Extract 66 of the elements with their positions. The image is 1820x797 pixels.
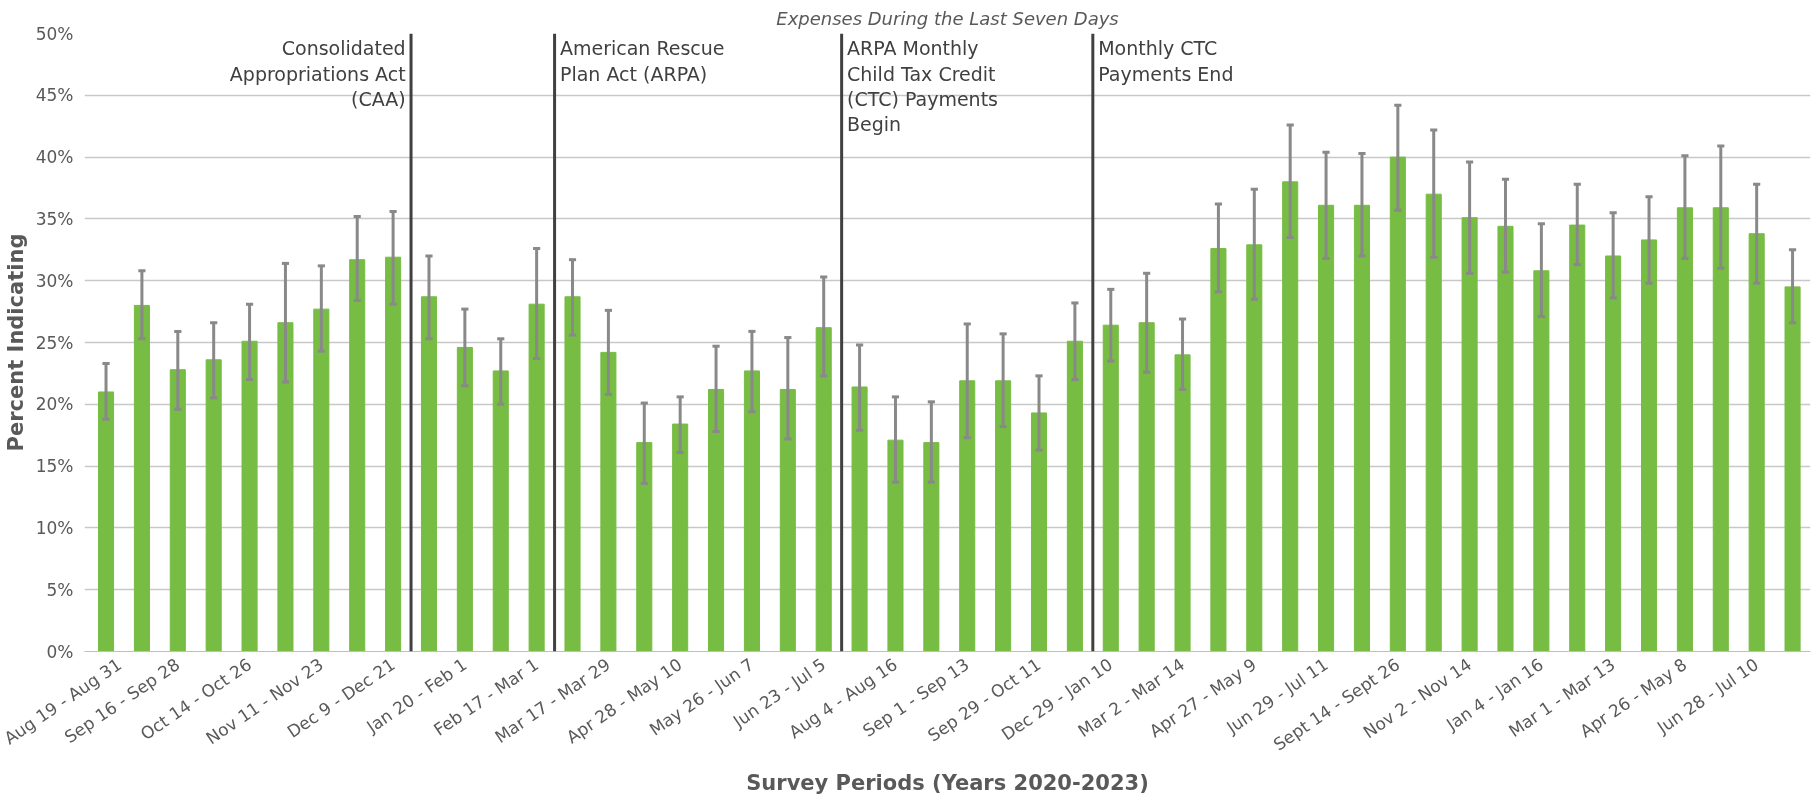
y-tick-label: 30% <box>35 270 74 291</box>
bar <box>815 327 832 652</box>
bar <box>1640 239 1658 652</box>
bar <box>1174 354 1191 652</box>
bar <box>600 351 617 652</box>
bar <box>1605 255 1622 652</box>
bar <box>97 391 115 652</box>
bar <box>564 296 581 652</box>
bar <box>1282 181 1299 652</box>
bar <box>456 346 473 652</box>
bar <box>851 386 868 652</box>
annotation: ARPA Monthly Child Tax Credit (CTC) Payments Begin <box>847 37 999 136</box>
bar <box>349 259 366 652</box>
bar <box>1066 340 1083 652</box>
bar <box>1353 204 1370 652</box>
bar <box>923 442 940 652</box>
bar <box>779 388 796 652</box>
annotation: Monthly CTC Payments End <box>1098 37 1234 85</box>
bar <box>995 380 1012 652</box>
bar <box>1784 286 1801 652</box>
bar <box>492 370 509 652</box>
bar <box>385 256 402 652</box>
bar <box>1138 322 1155 652</box>
y-tick-label: 5% <box>46 579 74 600</box>
y-tick-label: 20% <box>35 394 74 415</box>
bar <box>1497 225 1514 652</box>
bar <box>205 359 222 652</box>
bar <box>708 388 725 652</box>
y-tick-label: 35% <box>35 208 74 229</box>
y-tick-label: 10% <box>35 517 74 538</box>
bar <box>1461 217 1478 652</box>
bar <box>241 340 258 652</box>
bar <box>277 322 294 652</box>
bar <box>887 439 904 652</box>
y-tick-label: 45% <box>35 85 74 106</box>
bar <box>1533 270 1550 652</box>
bar <box>1318 204 1335 652</box>
bar <box>169 369 186 652</box>
y-tick-label: 25% <box>35 332 74 353</box>
bar <box>1102 324 1119 652</box>
bar <box>672 423 689 652</box>
bar <box>1389 156 1406 652</box>
bar <box>313 308 330 652</box>
y-tick-label: 50% <box>35 23 74 44</box>
x-axis-title: Survey Periods (Years 2020-2023) <box>746 770 1149 795</box>
bar <box>1748 233 1765 652</box>
y-tick-label: 0% <box>46 641 74 662</box>
bar <box>743 370 760 652</box>
bar <box>636 442 653 652</box>
annotation: Consolidated Appropriations Act (CAA) <box>229 37 406 110</box>
bar <box>528 303 545 652</box>
bar <box>1712 207 1729 652</box>
annotation: American Rescue Plan Act (ARPA) <box>559 37 725 85</box>
bar <box>1425 193 1442 652</box>
y-tick-label: 15% <box>35 456 74 477</box>
y-axis-title: Percent Indicating <box>3 233 28 452</box>
bar <box>133 304 150 652</box>
bar <box>1246 244 1263 652</box>
bar <box>1030 412 1048 652</box>
y-tick-label: 40% <box>35 147 74 168</box>
bar <box>420 296 438 652</box>
chart-title: Expenses During the Last Seven Days <box>776 7 1119 29</box>
bar <box>1210 248 1227 652</box>
bar <box>959 380 976 652</box>
bar <box>1676 207 1693 652</box>
bar <box>1569 224 1586 652</box>
